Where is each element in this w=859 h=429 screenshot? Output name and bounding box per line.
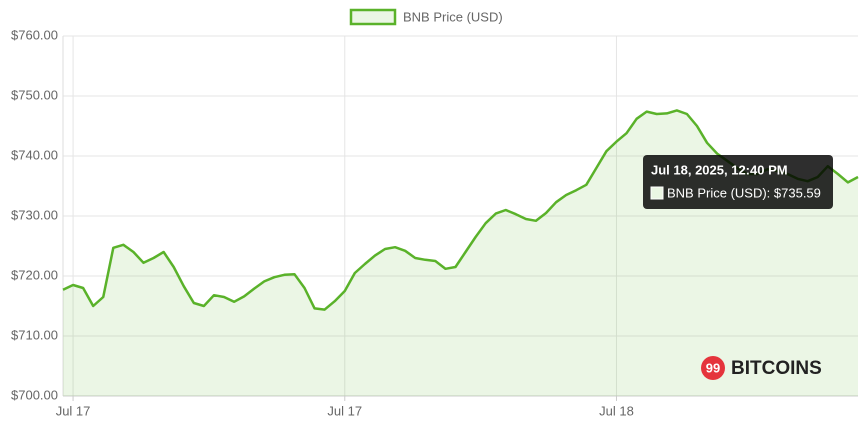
x-tick-label: Jul 17 bbox=[327, 403, 362, 418]
y-tick-label: $720.00 bbox=[11, 267, 58, 282]
watermark-logo-text: 99 bbox=[706, 360, 720, 375]
y-tick-label: $730.00 bbox=[11, 207, 58, 222]
y-tick-label: $700.00 bbox=[11, 387, 58, 402]
tooltip: Jul 18, 2025, 12:40 PM BNB Price (USD): … bbox=[643, 155, 833, 209]
tooltip-swatch bbox=[650, 186, 664, 200]
y-tick-label: $760.00 bbox=[11, 27, 58, 42]
tooltip-box bbox=[643, 155, 833, 209]
watermark-text: BITCOINS bbox=[731, 358, 822, 379]
legend-label: BNB Price (USD) bbox=[403, 9, 503, 24]
tooltip-label: BNB Price (USD): $735.59 bbox=[667, 185, 821, 200]
y-tick-label: $740.00 bbox=[11, 147, 58, 162]
watermark-logo bbox=[701, 356, 725, 380]
y-tick-label: $750.00 bbox=[11, 87, 58, 102]
x-tick-label: Jul 18 bbox=[599, 403, 634, 418]
legend-swatch bbox=[349, 8, 397, 26]
watermark: 99 BITCOINS bbox=[701, 356, 822, 380]
tooltip-title: Jul 18, 2025, 12:40 PM bbox=[651, 162, 788, 177]
y-tick-label: $710.00 bbox=[11, 327, 58, 342]
x-tick-label: Jul 17 bbox=[56, 403, 91, 418]
area bbox=[63, 110, 858, 397]
